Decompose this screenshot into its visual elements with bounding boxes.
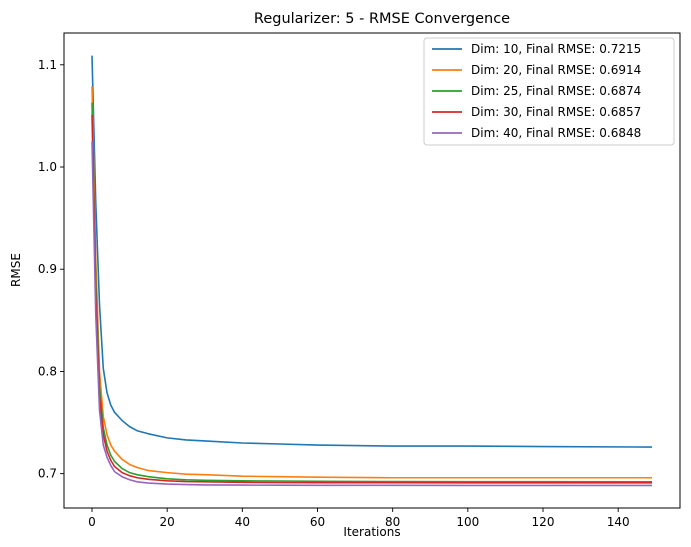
legend-label-3: Dim: 25, Final RMSE: 0.6874: [471, 84, 641, 98]
legend: Dim: 10, Final RMSE: 0.7215 Dim: 20, Fina…: [423, 37, 675, 146]
y-tick-label: 1.0: [38, 160, 57, 174]
y-tick-label: 0.7: [38, 467, 57, 481]
series-line-1: [91, 55, 653, 448]
legend-box: [423, 37, 675, 146]
plot-area: [91, 55, 653, 487]
axis-ticks: 0 20 40 60 80 100 120 140 0.7 0.8 0.9 1.0 1.1: [38, 58, 630, 529]
x-tick-label: 140: [607, 515, 630, 529]
x-tick-label: 80: [385, 515, 400, 529]
y-tick-label: 0.8: [38, 364, 57, 378]
x-tick-label: 20: [160, 515, 175, 529]
y-axis-label: RMSE: [9, 253, 23, 287]
plot-frame: [63, 32, 681, 509]
x-tick-label: 60: [310, 515, 325, 529]
x-tick-label: 100: [456, 515, 479, 529]
x-tick-label: 120: [532, 515, 555, 529]
x-tick-label: 0: [88, 515, 96, 529]
series-line-3: [91, 102, 653, 483]
y-tick-label: 0.9: [38, 262, 57, 276]
series-line-5: [91, 141, 652, 487]
chart-title: Regularizer: 5 - RMSE Convergence: [254, 11, 510, 27]
legend-label-1: Dim: 10, Final RMSE: 0.7215: [471, 42, 641, 56]
legend-label-4: Dim: 30, Final RMSE: 0.6857: [471, 105, 641, 119]
legend-label-5: Dim: 40, Final RMSE: 0.6848: [471, 126, 641, 140]
y-tick-label: 1.1: [38, 58, 57, 72]
legend-label-2: Dim: 20, Final RMSE: 0.6914: [471, 63, 641, 77]
series-line-4: [91, 114, 652, 484]
x-axis-label: Iterations: [343, 525, 400, 539]
x-tick-label: 40: [235, 515, 250, 529]
series-line-2: [91, 86, 652, 479]
